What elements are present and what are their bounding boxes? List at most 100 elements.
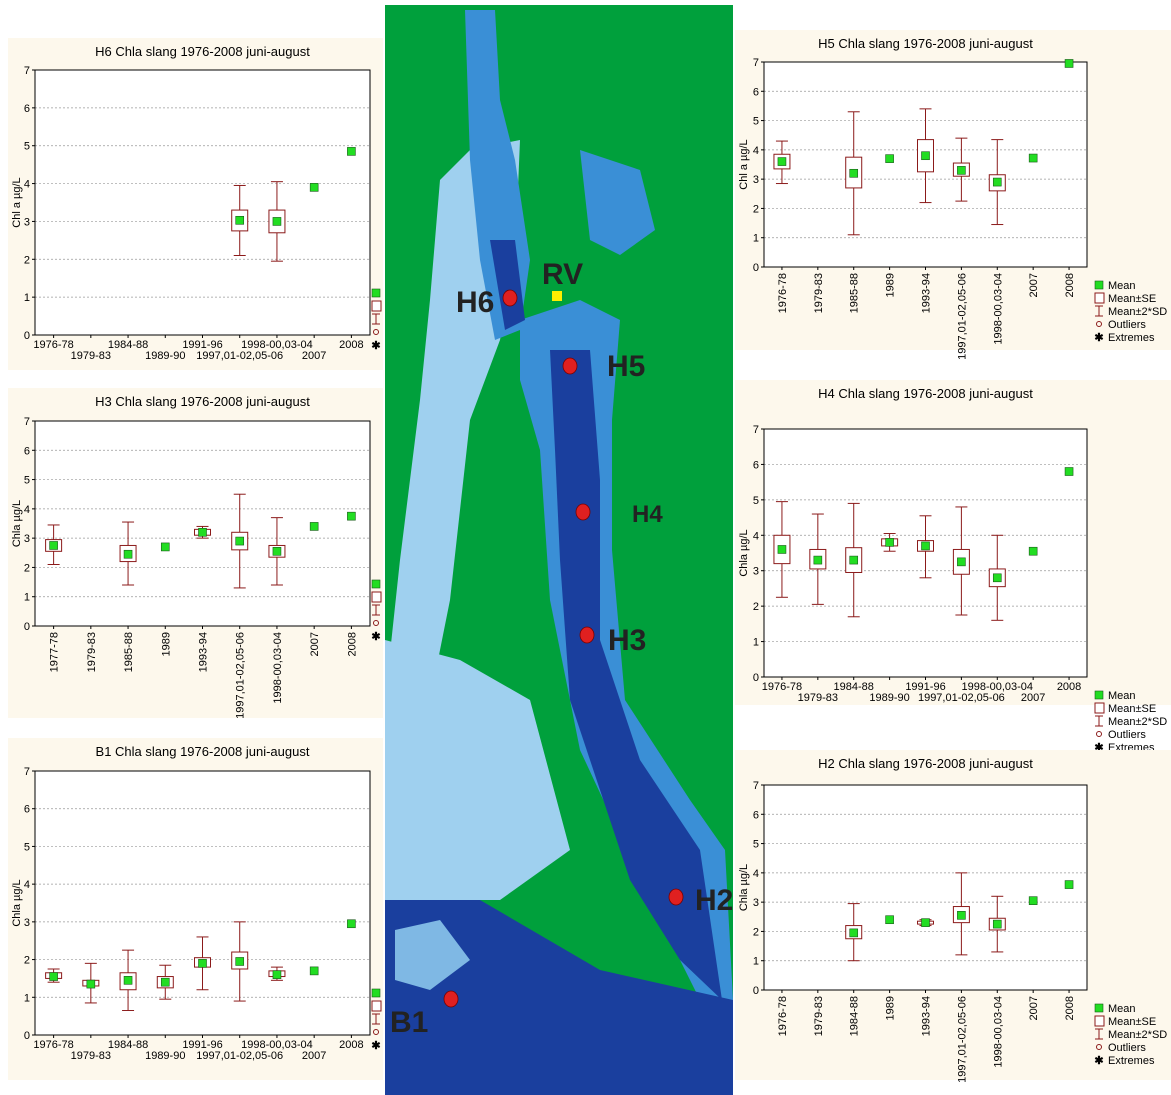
y-tick-label: 1 [753,233,759,245]
y-tick-label: 6 [24,103,30,115]
legend-item: Mean±2*SD [1095,716,1167,728]
x-tick-label: 1976-78 [762,681,802,693]
x-tick-label: 1979-83 [71,1050,111,1062]
mean-marker [922,152,930,160]
x-tick-label: 1976-78 [33,339,73,351]
legend-icon [1095,1004,1103,1012]
y-tick-label: 1 [24,592,30,604]
y-axis-label: Chla µg/L [11,879,23,926]
y-tick-label: 1 [753,637,759,649]
mean-marker [922,919,930,927]
mean-marker [347,512,355,520]
station-marker [576,504,590,520]
legend-label: Mean [1108,280,1136,292]
legend-item [372,580,380,588]
x-tick-label: 1997,01-02,05-06 [956,996,968,1083]
mean-marker [993,574,1001,582]
x-tick-label: 1989-90 [145,350,185,362]
y-tick-label: 1 [24,292,30,304]
x-tick-label: 1997,01-02,05-06 [918,692,1005,704]
mean-marker [347,147,355,155]
y-tick-label: 7 [753,780,759,792]
y-tick-label: 4 [753,530,759,542]
y-tick-label: 0 [753,672,759,684]
x-tick-label: 1989 [885,273,897,297]
mean-marker [814,556,822,564]
y-tick-label: 5 [753,839,759,851]
x-tick-label: 2007 [302,1050,326,1062]
y-tick-label: 5 [753,116,759,128]
mean-marker [778,545,786,553]
x-tick-label: 1976-78 [777,273,789,313]
legend-label: Mean±2*SD [1108,306,1167,318]
y-tick-label: 0 [24,330,30,342]
y-tick-label: 7 [24,416,30,428]
mean-marker [124,976,132,984]
chart-panel: H3 Chla slang 1976-2008 juni-august Chla … [8,388,383,719]
legend-icon: ✱ [371,340,380,352]
y-tick-label: 3 [753,566,759,578]
legend-label: Mean±SE [1108,293,1156,305]
x-tick-label: 1979-83 [71,350,111,362]
y-tick-label: 4 [24,879,30,891]
plot-area [764,785,1087,990]
y-tick-label: 5 [24,141,30,153]
mean-marker [850,929,858,937]
legend-icon: ✱ [1094,332,1103,344]
chart-title: B1 Chla slang 1976-2008 juni-august [96,744,310,759]
plot-area [35,70,370,335]
legend-icon: ✱ [1094,1055,1103,1067]
x-tick-label: 2007 [1028,996,1040,1020]
legend-label: Extremes [1108,332,1155,344]
x-tick-label: 2008 [1064,996,1076,1020]
chart-panel: H2 Chla slang 1976-2008 juni-augustChla … [735,750,1171,1083]
chart-title: H4 Chla slang 1976-2008 juni-august [818,386,1033,401]
x-tick-label: 1985-88 [123,632,135,672]
legend-label: Mean±2*SD [1108,716,1167,728]
mean-marker [236,537,244,545]
legend-item: ✱ Extremes [1094,332,1155,344]
legend-item: ✱Extremes [1094,1055,1155,1067]
y-tick-label: 4 [24,504,30,516]
chart-panel: H4 Chla slang 1976-2008 juni-augustChla … [735,380,1171,754]
mean-marker [850,556,858,564]
y-tick-label: 2 [753,601,759,613]
x-tick-label: 1979-83 [813,996,825,1036]
chart-panel: H6 Chla slang 1976-2008 juni-augustChl a… [8,38,383,370]
y-tick-label: 3 [753,174,759,186]
x-tick-label: 1984-88 [108,339,148,351]
legend-label: Mean [1108,1003,1136,1015]
y-tick-label: 4 [753,145,759,157]
plot-area [35,421,370,626]
mean-marker [273,971,281,979]
station-marker [503,290,517,306]
x-tick-label: 1979-83 [813,273,825,313]
mean-marker [50,973,58,981]
legend-item: ✱ [371,1040,380,1052]
y-tick-label: 5 [753,495,759,507]
legend-icon [372,580,380,588]
y-axis-label: Chla µg/L [11,500,23,547]
x-tick-label: 2007 [1021,692,1045,704]
legend-label: Outliers [1108,319,1146,331]
station-marker [444,991,458,1007]
chart-title: H3 Chla slang 1976-2008 juni-august [95,394,310,409]
x-tick-label: 2008 [339,1039,363,1051]
x-tick-label: 2008 [339,339,363,351]
legend-item [372,1001,381,1011]
x-tick-label: 1979-83 [86,632,98,672]
y-tick-label: 4 [753,868,759,880]
y-tick-label: 3 [753,897,759,909]
legend-label: Mean±2*SD [1108,1029,1167,1041]
legend-item: Outliers [1097,729,1147,741]
mean-marker [886,538,894,546]
mean-marker [161,978,169,986]
y-tick-label: 7 [24,65,30,77]
mean-marker [993,920,1001,928]
y-tick-label: 0 [24,621,30,633]
x-tick-label: 1993-94 [921,273,933,313]
legend-item [372,289,380,297]
x-tick-label: 1976-78 [33,1039,73,1051]
x-tick-label: 1998-00,03-04 [272,632,284,704]
